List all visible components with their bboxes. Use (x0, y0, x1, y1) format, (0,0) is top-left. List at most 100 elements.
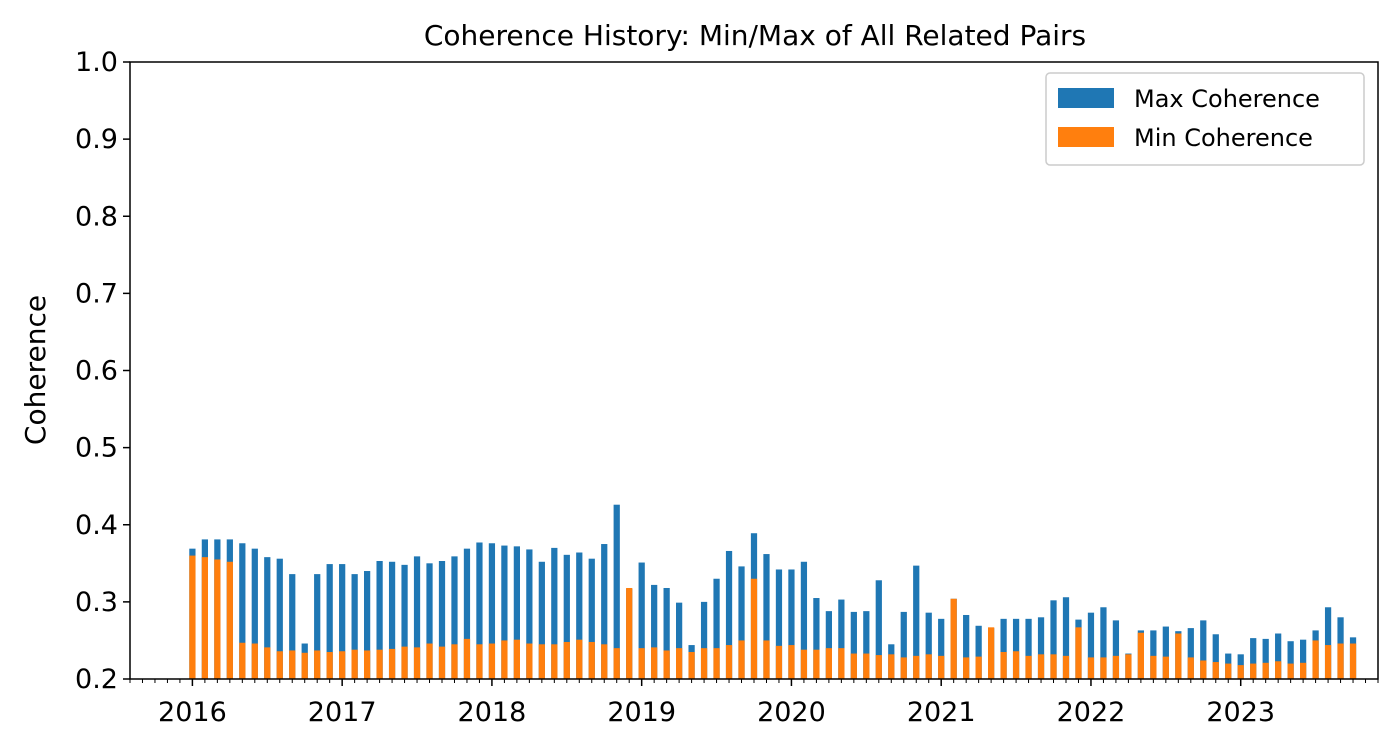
bar-max (326, 564, 333, 679)
bar-max (239, 543, 246, 679)
bar-min (988, 627, 995, 679)
bar-min (551, 644, 558, 679)
bar-max (401, 564, 408, 679)
bar-min (1012, 651, 1020, 679)
y-tick-label: 0.9 (75, 124, 118, 155)
bar-min (1087, 657, 1095, 679)
bar-max (551, 547, 558, 679)
y-axis-label: Coherence (19, 295, 52, 445)
bar-max (463, 548, 471, 679)
bar-min (538, 644, 545, 679)
bar-min (813, 649, 820, 679)
bar-max (451, 556, 458, 679)
bar-max (488, 543, 496, 679)
bar-min (963, 657, 970, 679)
bar-max (251, 548, 258, 679)
bar-max (1050, 600, 1057, 679)
bar-min (838, 648, 845, 679)
bar-min (326, 652, 333, 679)
bar-min (201, 557, 208, 679)
bar-min (476, 644, 483, 679)
plot-frame (129, 61, 1379, 680)
y-tick-label: 0.2 (75, 664, 118, 695)
bar-min (488, 643, 496, 679)
bar-min (1150, 655, 1157, 679)
bar-min (588, 641, 595, 679)
bar-min (938, 655, 945, 679)
bar-min (1050, 654, 1057, 679)
bar-max (1287, 641, 1294, 679)
x-tick-label: 2023 (1206, 697, 1275, 728)
bar-min (251, 643, 258, 679)
bar-min (401, 646, 408, 679)
bar-min (738, 640, 745, 679)
bar-min (800, 649, 808, 679)
y-tick-label: 0.6 (75, 356, 118, 387)
bar-min (413, 647, 421, 679)
bar-min (276, 651, 283, 679)
bar-min (1112, 655, 1120, 679)
bar-min (1137, 632, 1144, 679)
bar-max (1212, 634, 1219, 679)
bar-min (526, 643, 533, 679)
bar-min (1225, 663, 1232, 679)
bar-min (226, 561, 233, 679)
bar-max (763, 554, 770, 679)
bar-max (1200, 620, 1207, 679)
bar-max (1062, 597, 1070, 679)
bar-min (688, 652, 695, 679)
x-tick-label: 2018 (458, 697, 527, 728)
bar-min (376, 649, 383, 679)
x-tick-label: 2021 (907, 697, 976, 728)
bar-max (576, 552, 583, 679)
bar-max (601, 544, 608, 679)
bar-max (1324, 607, 1332, 679)
bar-min (1062, 655, 1070, 679)
bar-max (1300, 639, 1307, 679)
bar-max (800, 561, 808, 679)
bar-max (314, 574, 321, 679)
bar-max (725, 550, 733, 679)
bar-max (376, 561, 383, 679)
legend-box (1045, 72, 1365, 166)
bar-min (351, 649, 358, 679)
bar-max (863, 611, 870, 679)
legend-min-swatch (1058, 127, 1114, 147)
bar-max (900, 611, 907, 679)
bar-min (189, 555, 196, 679)
bar-min (364, 650, 371, 679)
bar-min (339, 651, 346, 679)
bar-min (763, 640, 770, 679)
bar-max (413, 556, 421, 679)
x-axis: 2016 2017 2018 2019 2020 2021 2022 2023 (129, 679, 1379, 728)
bar-min (900, 657, 907, 679)
bar-max (1275, 633, 1282, 679)
bar-min (725, 645, 733, 679)
bar-min (513, 639, 520, 679)
bar-max (438, 561, 446, 679)
bar-min (1200, 660, 1207, 679)
bar-min (875, 655, 882, 679)
bar-min (1037, 654, 1045, 679)
bar-min (1275, 661, 1282, 679)
legend-max-swatch (1058, 88, 1114, 108)
bar-max (1087, 612, 1095, 679)
bar-min (825, 648, 832, 679)
bar-min (925, 654, 932, 679)
bar-max (775, 569, 783, 679)
bar-min (1300, 662, 1307, 679)
bar-max (850, 611, 857, 679)
bar-min (651, 647, 658, 679)
bar-min (750, 578, 758, 679)
bar-max (339, 564, 346, 679)
bar-min (913, 655, 920, 679)
bar-max (1250, 638, 1257, 679)
bar-min (1250, 663, 1257, 679)
bar-min (1237, 665, 1244, 679)
bar-max (1037, 617, 1045, 679)
bar-min (663, 650, 670, 679)
bar-max (1150, 630, 1157, 679)
bar-max (1000, 618, 1007, 679)
y-tick-label: 0.8 (75, 201, 118, 232)
bar-min (1000, 652, 1007, 679)
